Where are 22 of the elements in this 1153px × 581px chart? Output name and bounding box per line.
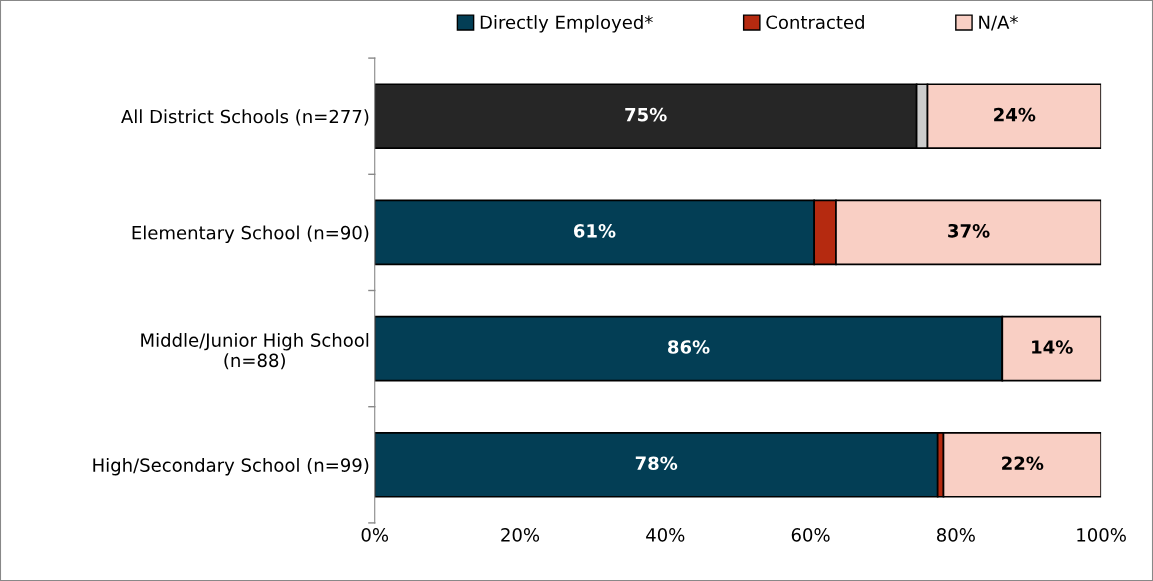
data-label: 37% xyxy=(948,223,990,238)
y-tick-label: High/Secondary School (n=99) xyxy=(93,457,369,476)
data-label: 24% xyxy=(994,107,1036,122)
x-tick-label: 80% xyxy=(937,528,975,542)
y-tick-label: Elementary School (n=90) xyxy=(132,225,369,244)
data-label: 61% xyxy=(573,223,616,238)
bar xyxy=(374,432,939,498)
x-tick-label: 100% xyxy=(1077,528,1126,542)
y-tick-label: All District Schools (n=277) xyxy=(121,109,369,126)
data-label: 75% xyxy=(625,107,667,122)
legend-label: Directly Employed* xyxy=(480,15,653,33)
x-tick-label: 40% xyxy=(646,528,685,542)
data-label: 14% xyxy=(1032,340,1073,354)
data-label: 22% xyxy=(1002,456,1044,471)
data-label: 86% xyxy=(668,340,710,354)
y-tick-label: Middle/Junior High School (n=88) xyxy=(141,333,369,370)
x-tick-label: 60% xyxy=(791,528,830,542)
legend-label: Contracted xyxy=(766,15,864,30)
legend-label: N/A* xyxy=(979,15,1018,31)
x-tick-label: 20% xyxy=(501,528,540,542)
data-label: 78% xyxy=(635,456,678,471)
x-tick-label: 0% xyxy=(361,528,389,542)
